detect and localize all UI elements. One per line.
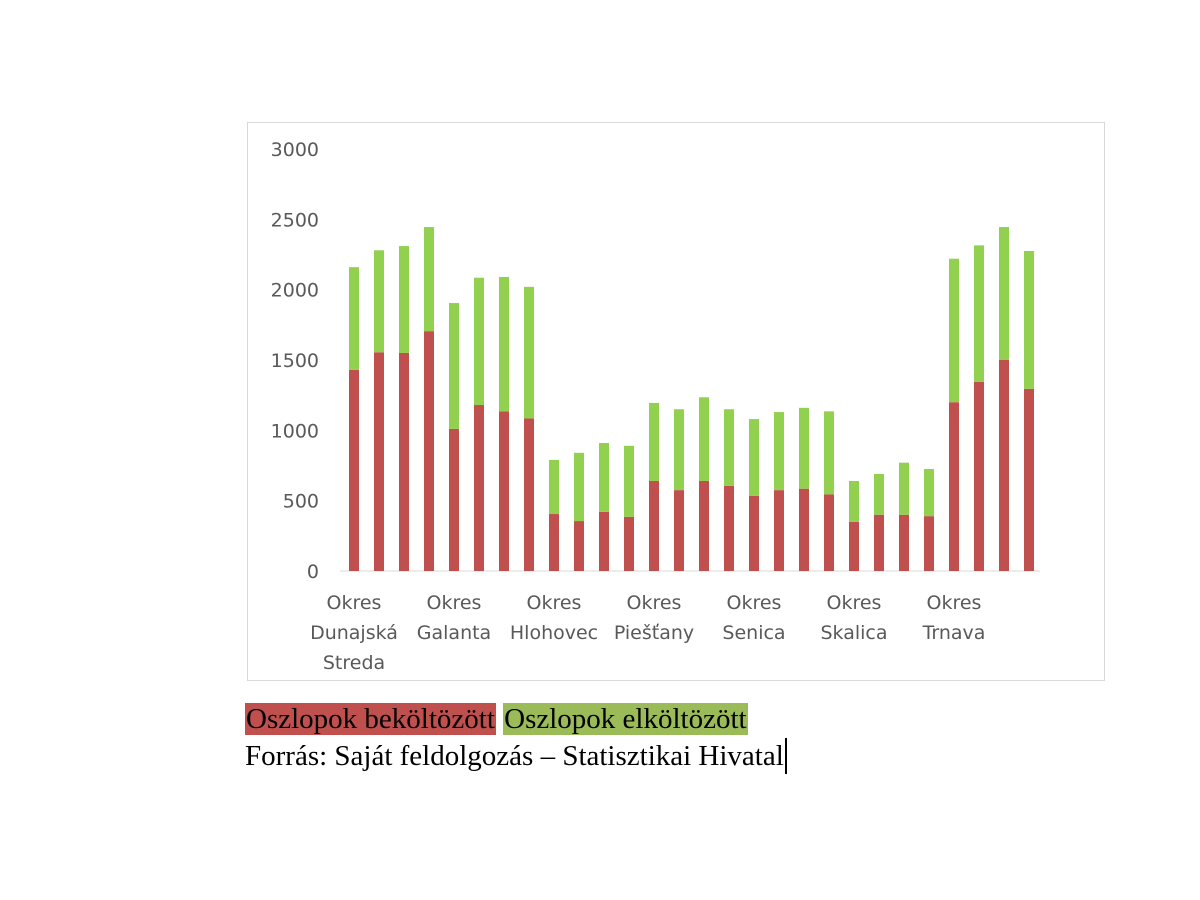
bar-segment [1024, 250, 1034, 389]
bar-segment [374, 352, 384, 571]
bar-segment [449, 428, 459, 571]
bar-segment [849, 480, 859, 522]
bar-segment [574, 452, 584, 522]
bar-segment [674, 490, 684, 571]
bar-segment [924, 516, 934, 571]
bar-segment [999, 227, 1009, 360]
y-tick-label: 2500 [271, 209, 319, 231]
bar-segment [624, 445, 634, 517]
bar-segment [974, 381, 984, 571]
legend-entry: Oszlopok elköltözött [503, 703, 748, 735]
bar-segment [499, 411, 509, 571]
bar-segment [874, 473, 884, 515]
x-tick-label: Okres Piešťany [614, 592, 694, 644]
legend-entry: Oszlopok beköltözött [245, 703, 496, 735]
bar-segment [599, 442, 609, 512]
bar-segment [749, 495, 759, 571]
bar-segment [949, 258, 959, 403]
bar-segment [374, 250, 384, 353]
y-tick-label: 1500 [271, 350, 319, 372]
bar-segment [574, 521, 584, 571]
chart-frame [247, 122, 1105, 681]
bar-segment [649, 480, 659, 571]
bar-segment [774, 412, 784, 491]
bar-segment [849, 521, 859, 571]
x-tick-label: Okres Trnava [922, 592, 986, 644]
x-tick-label: Okres Skalica [820, 592, 887, 644]
bar-segment [774, 490, 784, 571]
bar-segment [549, 514, 559, 571]
bar-segment [924, 469, 934, 517]
x-tick-label: Okres Hlohovec [510, 592, 598, 644]
bar-segment [799, 488, 809, 571]
x-tick-label: Okres Dunajská Streda [310, 592, 398, 674]
bar-segment [1024, 388, 1034, 571]
bar-segment [499, 277, 509, 412]
bar-segment [449, 303, 459, 429]
legend: Oszlopok beköltözött Oszlopok elköltözöt… [245, 702, 748, 736]
bar-segment [424, 227, 434, 332]
bar-segment [399, 246, 409, 353]
bar-segment [999, 360, 1009, 571]
source-caption: Forrás: Saját feldolgozás – Statisztikai… [245, 738, 787, 774]
bar-segment [824, 494, 834, 571]
bar-segment [549, 459, 559, 515]
x-tick-label: Okres Senica [722, 592, 785, 644]
bar-segment [474, 277, 484, 406]
y-tick-label: 2000 [271, 280, 319, 302]
bar-segment [949, 402, 959, 571]
bar-segment [824, 411, 834, 495]
bar-segment [424, 331, 434, 571]
bar-segment [899, 462, 909, 515]
y-tick-label: 1000 [271, 420, 319, 442]
bar-segment [349, 267, 359, 370]
bar-segment [874, 514, 884, 571]
bar-segment [599, 511, 609, 571]
bar-segment [474, 405, 484, 571]
y-tick-label: 3000 [271, 139, 319, 161]
x-tick-label: Okres Galanta [417, 592, 491, 644]
bar-segment [349, 369, 359, 571]
bar-segment [674, 409, 684, 491]
bar-segment [749, 419, 759, 496]
bar-segment [724, 409, 734, 486]
bar-segment [799, 407, 809, 489]
bar-segment [724, 485, 734, 571]
bar-segment [524, 418, 534, 571]
y-tick-label: 0 [307, 561, 319, 583]
y-tick-label: 500 [283, 491, 319, 513]
bar-segment [899, 514, 909, 571]
bar-segment [524, 286, 534, 419]
bar-segment [699, 480, 709, 571]
bar-segment [974, 245, 984, 382]
bar-segment [399, 352, 409, 571]
bar-segment [624, 516, 634, 571]
bar-segment [699, 397, 709, 481]
bar-segment [649, 402, 659, 481]
